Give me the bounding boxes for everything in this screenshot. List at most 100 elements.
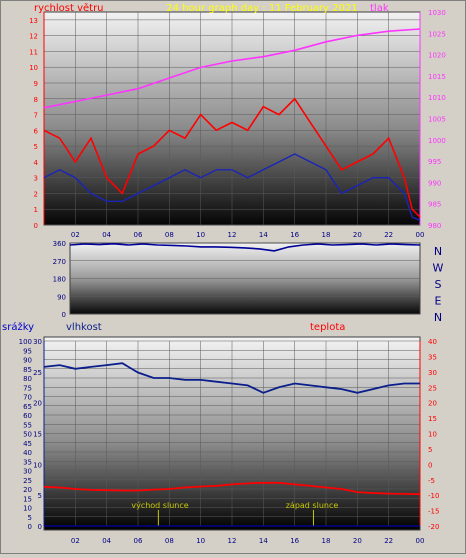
- sunrise-label: východ slunce: [131, 501, 188, 510]
- temperature-tick-label: 30: [428, 369, 437, 377]
- wind-tick-label: 9: [34, 80, 38, 88]
- time-tick-label: 20: [353, 537, 362, 545]
- temperature-tick-label: 5: [428, 446, 432, 454]
- humidity-tick-label: 75: [23, 384, 32, 392]
- direction-tick-label: 360: [53, 240, 66, 248]
- temperature-tick-label: 20: [428, 400, 437, 408]
- rain-tick-label: 0: [38, 523, 42, 531]
- pressure-tick-label: 990: [428, 179, 441, 187]
- time-tick-label: 14: [259, 231, 268, 239]
- humidity-tick-label: 40: [23, 449, 32, 457]
- temperature-tick-label: 35: [428, 353, 437, 361]
- time-tick-label: 06: [134, 231, 143, 239]
- humidity-tick-label: 60: [23, 412, 32, 420]
- temperature-tick-label: 10: [428, 431, 437, 439]
- temperature-tick-label: 0: [428, 461, 432, 469]
- humidity-tick-label: 45: [23, 440, 32, 448]
- temperature-tick-label: -5: [428, 477, 435, 485]
- temperature-tick-label: 40: [428, 338, 437, 346]
- direction-tick-label: 270: [53, 258, 66, 266]
- temperature-tick-label: -20: [428, 523, 439, 531]
- wind-tick-label: 2: [34, 190, 38, 198]
- humidity-axis-title: vlhkost: [66, 322, 102, 333]
- temperature-tick-label: -10: [428, 492, 439, 500]
- temperature-tick-label: 15: [428, 415, 437, 423]
- wind-tick-label: 12: [29, 33, 38, 41]
- pressure-tick-label: 1000: [428, 137, 446, 145]
- pressure-tick-label: 1015: [428, 73, 446, 81]
- wind-avg-line: [43, 153, 421, 221]
- wind-tick-label: 6: [34, 127, 39, 135]
- wind-tick-label: 5: [34, 143, 38, 151]
- humidity-tick-label: 5: [28, 514, 32, 522]
- direction-tick-label: 0: [62, 311, 66, 319]
- direction-tick-label: 90: [57, 293, 66, 301]
- humidity-tick-label: 80: [23, 375, 32, 383]
- pressure-tick-label: 980: [428, 222, 441, 230]
- time-tick-label: 08: [165, 537, 174, 545]
- wind-tick-label: 7: [34, 112, 38, 120]
- time-tick-label: 00: [416, 231, 425, 239]
- wind-direction-line: [69, 242, 421, 252]
- wind-speed-axis-title: rychlost větru: [34, 2, 104, 14]
- pressure-tick-label: 1030: [428, 9, 446, 17]
- time-tick-label: 02: [71, 231, 80, 239]
- pressure-line: [43, 28, 421, 109]
- compass-label: N: [434, 311, 442, 324]
- time-tick-label: 22: [384, 537, 393, 545]
- wind-tick-label: 10: [29, 64, 38, 72]
- temperature-axis-title: teplota: [310, 322, 345, 333]
- humidity-tick-label: 10: [23, 505, 32, 513]
- pressure-tick-label: 1020: [428, 52, 446, 60]
- time-tick-label: 10: [196, 231, 205, 239]
- pressure-tick-label: 985: [428, 201, 441, 209]
- pressure-tick-label: 1025: [428, 30, 446, 38]
- humidity-tick-label: 20: [23, 486, 32, 494]
- time-tick-label: 08: [165, 231, 174, 239]
- humidity-tick-label: 25: [23, 477, 32, 485]
- wind-tick-label: 3: [34, 175, 38, 183]
- rain-tick-label: 10: [33, 461, 42, 469]
- wind-tick-label: 4: [34, 159, 39, 167]
- temperature-tick-label: -15: [428, 508, 439, 516]
- humidity-tick-label: 50: [23, 431, 32, 439]
- rain-axis-title: srážky: [2, 321, 34, 333]
- sunset-label: západ slunce: [286, 501, 339, 510]
- humidity-tick-label: 35: [23, 458, 32, 466]
- humidity-tick-label: 30: [23, 468, 32, 476]
- time-tick-label: 22: [384, 231, 393, 239]
- pressure-axis-title: tlak: [370, 3, 389, 14]
- humidity-tick-label: 100: [19, 338, 32, 346]
- time-tick-label: 04: [102, 537, 111, 545]
- rain-tick-label: 5: [38, 492, 42, 500]
- humidity-tick-label: 95: [23, 347, 32, 355]
- compass-label: S: [435, 278, 442, 291]
- wind-tick-label: 13: [29, 17, 38, 25]
- pressure-tick-label: 1005: [428, 116, 446, 124]
- chart-title: 24 hour graph day : 11 February 2021: [166, 3, 357, 14]
- time-tick-label: 06: [134, 537, 143, 545]
- time-tick-label: 20: [353, 231, 362, 239]
- time-tick-label: 16: [290, 537, 299, 545]
- humidity-tick-label: 85: [23, 366, 32, 374]
- rain-tick-label: 20: [33, 400, 42, 408]
- compass-label: E: [435, 295, 442, 308]
- direction-tick-label: 180: [53, 276, 66, 284]
- humidity-tick-label: 0: [28, 523, 32, 531]
- wind-tick-label: 0: [34, 222, 38, 230]
- wind-tick-label: 11: [29, 48, 38, 56]
- time-tick-label: 18: [322, 231, 331, 239]
- rain-tick-label: 15: [33, 431, 42, 439]
- time-tick-label: 18: [322, 537, 331, 545]
- time-tick-label: 16: [290, 231, 299, 239]
- humidity-tick-label: 55: [23, 421, 32, 429]
- humidity-tick-label: 70: [23, 394, 32, 402]
- temperature-line: [43, 481, 421, 496]
- time-tick-label: 14: [259, 537, 268, 545]
- wind-max-line: [43, 97, 421, 218]
- rain-tick-label: 30: [33, 338, 42, 346]
- time-tick-label: 00: [416, 537, 425, 545]
- humidity-tick-label: 15: [23, 495, 32, 503]
- time-tick-label: 12: [228, 231, 237, 239]
